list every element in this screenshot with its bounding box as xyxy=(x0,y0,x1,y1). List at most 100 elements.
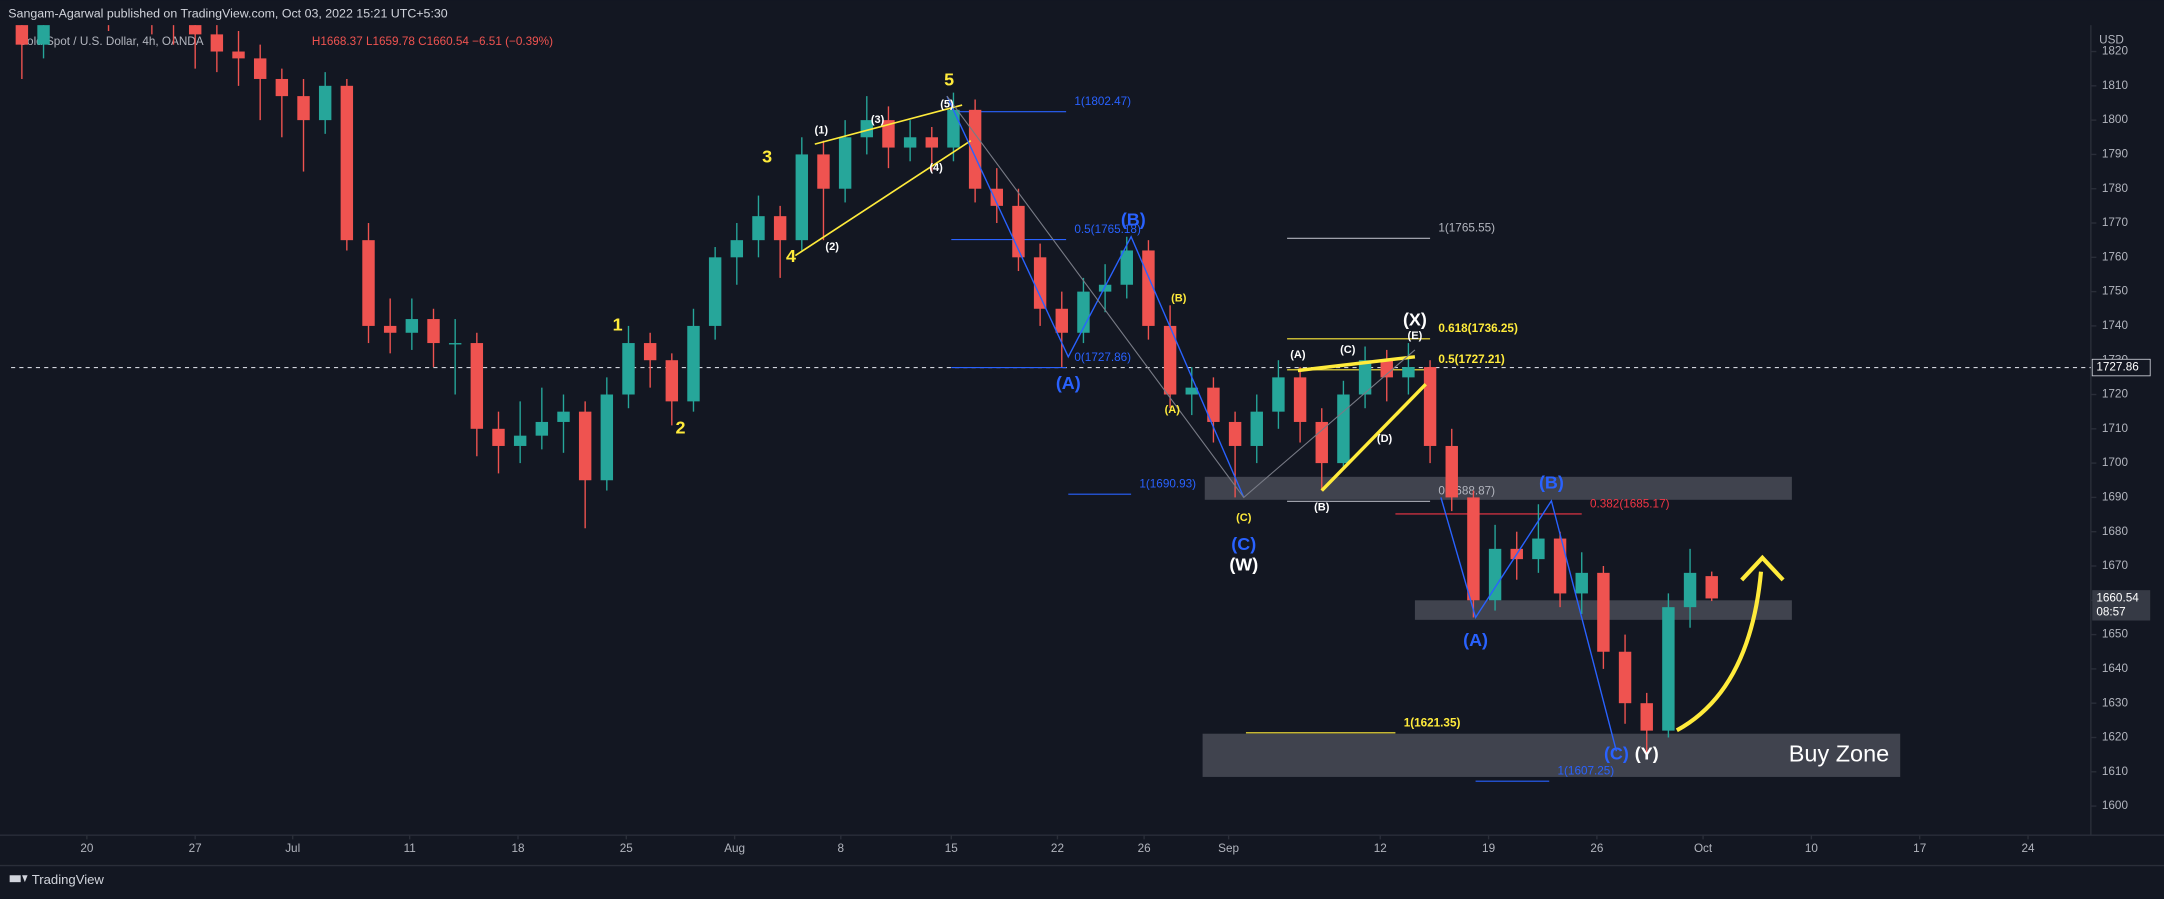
wave-label: (A) xyxy=(1165,404,1181,416)
candle-body xyxy=(795,154,809,241)
wave-label: (3) xyxy=(871,114,885,126)
candle-body xyxy=(1662,607,1675,731)
candle-body xyxy=(557,411,570,422)
wave-label: (B) xyxy=(1539,472,1564,492)
y-tick-label: 1640 xyxy=(2102,662,2129,675)
candle-body xyxy=(297,96,310,121)
candle-body xyxy=(968,109,982,189)
candle-body xyxy=(1033,257,1047,309)
wave-label: (D) xyxy=(1377,433,1393,445)
fib-label: 0.5(1765.18) xyxy=(1074,223,1141,236)
candle-body xyxy=(1272,377,1285,412)
candle-body xyxy=(1532,538,1545,560)
candle-body xyxy=(1553,538,1567,594)
y-tick-label: 1740 xyxy=(2102,319,2129,332)
x-tick-label: Aug xyxy=(724,842,745,855)
fib-label: 1(1607.25) xyxy=(1558,765,1615,778)
candle-body xyxy=(665,360,679,402)
candle-body xyxy=(1293,377,1307,422)
wave-label: (C) xyxy=(1231,534,1256,554)
candle-body xyxy=(990,188,1003,206)
x-tick-label: 27 xyxy=(189,842,202,855)
x-tick-label: 26 xyxy=(1590,842,1603,855)
candle-body xyxy=(1207,387,1220,422)
candle-body xyxy=(925,137,939,148)
x-tick-label: 15 xyxy=(945,842,959,855)
last-price-box xyxy=(2092,590,2151,621)
zone-label: Buy Zone xyxy=(1789,741,1889,767)
x-tick-label: 20 xyxy=(80,842,94,855)
candle-body xyxy=(535,421,549,436)
brand: TradingView xyxy=(32,872,105,887)
candle-body xyxy=(15,25,29,45)
candle-body xyxy=(470,343,484,429)
candle-body xyxy=(513,435,527,446)
wave-label: (E) xyxy=(1408,330,1423,342)
trend-line xyxy=(946,95,1245,498)
y-tick-label: 1810 xyxy=(2102,79,2129,92)
wave-label: 4 xyxy=(786,246,796,266)
candle-body xyxy=(1467,497,1480,601)
candle-body xyxy=(1185,387,1198,395)
candle-body xyxy=(838,137,852,189)
candle-body xyxy=(1380,360,1393,378)
wave-label: 2 xyxy=(675,418,685,438)
candle-body xyxy=(275,78,289,97)
x-tick-label: 8 xyxy=(838,842,845,855)
candle-body xyxy=(817,154,830,189)
y-tick-label: 1610 xyxy=(2102,765,2129,778)
x-tick-label: 25 xyxy=(620,842,634,855)
candle-body xyxy=(1640,703,1653,731)
wave-label: (C) xyxy=(1236,512,1252,524)
x-tick-label: 24 xyxy=(2022,842,2036,855)
candle-body xyxy=(37,25,50,45)
candle-body xyxy=(1315,421,1328,464)
x-tick-label: 22 xyxy=(1051,842,1064,855)
wave-label: (A) xyxy=(1463,630,1488,650)
candle-body xyxy=(773,216,787,241)
price-line-box xyxy=(2091,358,2151,377)
trend-line xyxy=(946,95,1416,499)
zone xyxy=(1202,733,1901,777)
wave-label: (4) xyxy=(929,162,943,174)
fib-label: 0(1727.86) xyxy=(1074,351,1131,364)
x-tick-label: Sep xyxy=(1218,842,1239,855)
candle-body xyxy=(947,109,960,148)
fib-label: 0.5(1727.21) xyxy=(1438,353,1505,366)
fib-label: 0.618(1736.25) xyxy=(1438,322,1518,335)
wave-label: (2) xyxy=(825,241,839,253)
wave-label: 5 xyxy=(944,69,954,89)
wave-label: (A) xyxy=(1290,349,1306,361)
candle-body xyxy=(1358,360,1372,395)
y-tick-label: 1690 xyxy=(2102,490,2129,503)
fib-label: 1(1621.35) xyxy=(1404,716,1461,729)
candle-body xyxy=(188,25,202,35)
y-tick-label: 1680 xyxy=(2102,525,2129,538)
zone xyxy=(1204,476,1792,500)
candle-body xyxy=(1055,308,1068,333)
wave-label: 1 xyxy=(613,315,623,335)
plot: Buy Zone 1(1802.47) 0.5(1765.18) 0(1727.86)… xyxy=(11,25,2091,782)
candle-body xyxy=(318,85,332,121)
trend-line xyxy=(794,140,972,257)
currency: USD xyxy=(2099,33,2124,46)
candle-body xyxy=(492,428,505,446)
candle-body xyxy=(232,51,245,59)
x-tick-label: 17 xyxy=(1913,842,1926,855)
x-tick-label: Jul xyxy=(285,842,300,855)
publisher: Sangam-Agarwal published on TradingView.… xyxy=(8,6,448,20)
y-tick-label: 1700 xyxy=(2102,456,2129,469)
candle-body xyxy=(253,58,267,79)
candle-body xyxy=(1163,325,1177,395)
candle-body xyxy=(1618,651,1632,704)
candle-body xyxy=(1445,445,1458,498)
wave-label: 3 xyxy=(762,147,772,167)
candle-body xyxy=(860,120,874,138)
ohlc-header: H1668.37 L1659.78 C1660.54 −6.51 (−0.39%… xyxy=(312,35,553,48)
candle-body xyxy=(903,137,917,148)
wave-label: (5) xyxy=(940,99,954,111)
candle-body xyxy=(210,34,224,52)
candle-body xyxy=(752,216,765,241)
